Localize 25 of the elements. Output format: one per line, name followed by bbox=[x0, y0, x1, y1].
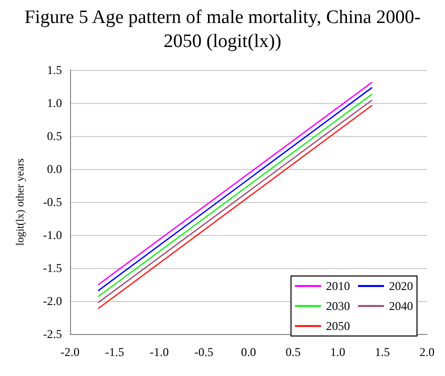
y-tick-label: 1.0 bbox=[47, 96, 62, 110]
y-tick-label: 1.5 bbox=[47, 63, 62, 77]
legend-label: 2010 bbox=[326, 279, 350, 293]
legend-label: 2030 bbox=[326, 299, 350, 313]
y-tick-label: -1.5 bbox=[43, 261, 62, 275]
x-tick-label: 2.0 bbox=[420, 345, 434, 359]
x-tick-label: -0.5 bbox=[194, 345, 214, 359]
y-tick-label: 0.5 bbox=[47, 129, 62, 143]
x-tick-label: -1.0 bbox=[150, 345, 169, 359]
x-tick-label: 1.0 bbox=[330, 345, 346, 359]
x-tick-label: 1.5 bbox=[374, 345, 390, 359]
x-tick-label: 0.5 bbox=[286, 345, 301, 359]
y-tick-label: -2.5 bbox=[43, 327, 62, 341]
legend-label: 2050 bbox=[326, 319, 350, 333]
x-tick-label: -2.0 bbox=[60, 345, 80, 359]
y-tick-label: -1.0 bbox=[43, 228, 62, 242]
y-tick-label: -2.0 bbox=[43, 294, 62, 308]
legend-label: 2040 bbox=[389, 299, 413, 313]
y-axis-title: logit(lx) other years bbox=[14, 158, 26, 246]
y-tick-label: -0.5 bbox=[43, 195, 62, 209]
x-tick-label: -1.5 bbox=[105, 345, 124, 359]
y-tick-label: 0.0 bbox=[47, 162, 62, 176]
legend-label: 2020 bbox=[389, 279, 413, 293]
x-tick-label: 0.0 bbox=[241, 345, 256, 359]
chart-title: Figure 5 Age pattern of male mortality, China 2000-2050 (logit(lx)) bbox=[23, 6, 422, 54]
